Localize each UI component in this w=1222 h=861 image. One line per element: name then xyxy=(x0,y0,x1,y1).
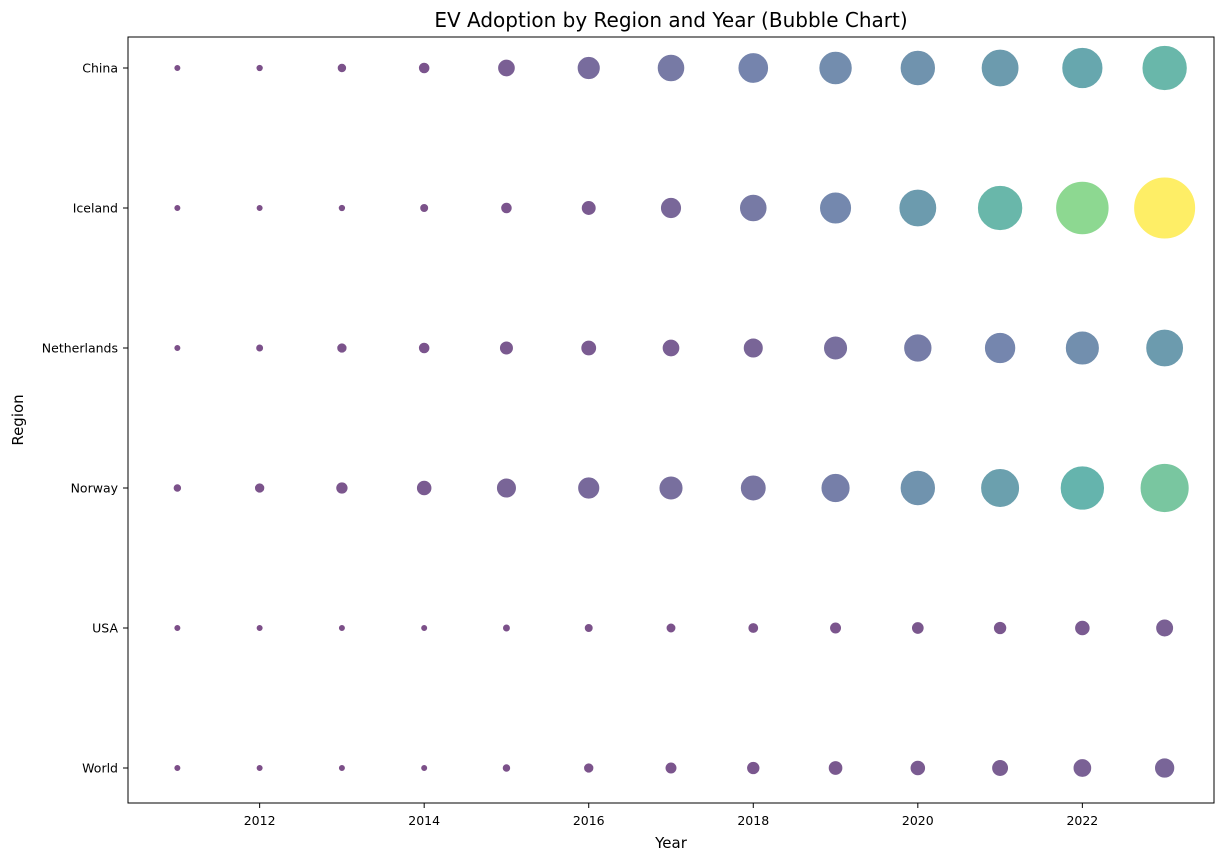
bubble-world-2020 xyxy=(909,759,927,777)
bubble-china-2013 xyxy=(336,62,348,74)
bubble-norway-2020 xyxy=(899,469,937,507)
bubble-iceland-2020 xyxy=(898,188,938,228)
bubble-netherlands-2016 xyxy=(580,339,598,357)
bubble-china-2017 xyxy=(656,53,686,83)
bubble-netherlands-2012 xyxy=(255,343,265,353)
y-axis: World USA Norway Netherlands Iceland China xyxy=(42,61,128,776)
bubble-china-2021 xyxy=(980,48,1020,88)
bubble-iceland-2022 xyxy=(1055,180,1110,236)
bubble-china-2011 xyxy=(173,64,182,72)
bubble-usa-2016 xyxy=(583,623,594,633)
x-tick-label-2022: 2022 xyxy=(1066,813,1098,828)
bubble-world-2015 xyxy=(501,763,512,773)
bubble-usa-2019 xyxy=(829,621,843,635)
bubble-iceland-2019 xyxy=(819,191,853,225)
bubble-usa-2018 xyxy=(747,622,760,634)
bubbles-layer xyxy=(172,44,1197,779)
bubble-netherlands-2018 xyxy=(742,337,764,359)
bubble-netherlands-2023 xyxy=(1145,328,1185,368)
bubble-usa-2017 xyxy=(665,622,677,634)
bubble-iceland-2015 xyxy=(500,201,513,215)
bubble-norway-2014 xyxy=(415,479,433,497)
y-tick-label-norway: Norway xyxy=(71,481,119,496)
bubble-iceland-2014 xyxy=(419,203,430,213)
bubble-world-2013 xyxy=(337,764,346,772)
bubble-world-2014 xyxy=(420,764,429,772)
bubble-china-2023 xyxy=(1141,44,1188,92)
bubble-norway-2011 xyxy=(172,483,183,493)
y-tick-label-world: World xyxy=(82,761,118,776)
bubble-usa-2014 xyxy=(420,624,429,632)
bubble-norway-2019 xyxy=(820,472,851,504)
y-tick-label-usa: USA xyxy=(92,621,118,636)
bubble-usa-2012 xyxy=(255,624,264,632)
plot-frame xyxy=(127,36,1215,804)
x-tick-label-2016: 2016 xyxy=(573,813,605,828)
bubble-iceland-2023 xyxy=(1133,176,1197,240)
chart-title: EV Adoption by Region and Year (Bubble C… xyxy=(434,8,907,32)
bubble-china-2018 xyxy=(737,52,770,84)
bubble-usa-2023 xyxy=(1155,618,1175,638)
bubble-norway-2021 xyxy=(980,468,1021,508)
bubble-iceland-2012 xyxy=(255,204,264,212)
bubble-usa-2011 xyxy=(173,624,182,632)
bubble-world-2012 xyxy=(255,764,264,772)
y-tick-label-iceland: Iceland xyxy=(73,201,118,216)
bubble-norway-2015 xyxy=(495,477,517,499)
bubble-iceland-2016 xyxy=(580,200,597,216)
bubble-norway-2018 xyxy=(739,474,767,502)
bubble-china-2019 xyxy=(818,50,853,86)
bubble-usa-2015 xyxy=(501,623,511,633)
bubble-world-2022 xyxy=(1072,758,1093,778)
bubble-netherlands-2015 xyxy=(498,340,514,356)
x-tick-label-2012: 2012 xyxy=(244,813,276,828)
bubble-norway-2013 xyxy=(335,481,349,495)
bubble-world-2021 xyxy=(991,759,1010,777)
bubble-world-2011 xyxy=(173,764,182,772)
bubble-norway-2016 xyxy=(577,476,601,500)
bubble-usa-2022 xyxy=(1074,619,1091,637)
bubble-iceland-2017 xyxy=(659,196,683,220)
bubble-netherlands-2021 xyxy=(983,331,1017,365)
bubble-norway-2012 xyxy=(253,482,266,494)
y-tick-label-china: China xyxy=(82,61,118,76)
x-tick-label-2014: 2014 xyxy=(408,813,440,828)
bubble-world-2016 xyxy=(583,762,595,774)
x-axis: 2012 2014 2016 2018 2020 2022 xyxy=(244,803,1098,828)
bubble-world-2018 xyxy=(746,760,761,776)
bubble-norway-2017 xyxy=(658,475,684,501)
bubble-norway-2022 xyxy=(1059,465,1106,511)
y-tick-label-netherlands: Netherlands xyxy=(42,341,118,356)
bubble-netherlands-2013 xyxy=(336,342,348,354)
bubble-china-2016 xyxy=(576,55,601,81)
bubble-china-2022 xyxy=(1061,46,1104,90)
x-tick-label-2018: 2018 xyxy=(737,813,769,828)
bubble-iceland-2013 xyxy=(337,203,347,213)
bubble-usa-2020 xyxy=(910,621,925,635)
bubble-world-2023 xyxy=(1153,757,1176,779)
bubble-norway-2023 xyxy=(1139,462,1190,514)
bubble-iceland-2021 xyxy=(976,184,1024,232)
bubble-usa-2021 xyxy=(992,620,1008,636)
bubble-netherlands-2019 xyxy=(822,335,849,361)
bubble-netherlands-2020 xyxy=(903,333,933,363)
bubble-netherlands-2022 xyxy=(1064,330,1100,366)
bubble-china-2012 xyxy=(255,63,264,73)
bubble-usa-2013 xyxy=(337,624,346,632)
bubble-netherlands-2014 xyxy=(417,341,431,355)
x-tick-label-2020: 2020 xyxy=(902,813,934,828)
bubble-world-2019 xyxy=(827,760,844,776)
bubble-netherlands-2011 xyxy=(173,344,182,352)
bubble-world-2017 xyxy=(664,761,678,775)
bubble-iceland-2018 xyxy=(738,193,768,223)
bubble-china-2020 xyxy=(899,49,937,87)
bubble-iceland-2011 xyxy=(173,204,182,212)
bubble-china-2015 xyxy=(497,58,516,78)
x-axis-label: Year xyxy=(654,834,688,852)
bubble-netherlands-2017 xyxy=(661,338,681,358)
y-axis-label: Region xyxy=(9,394,27,445)
bubble-china-2014 xyxy=(417,61,431,75)
